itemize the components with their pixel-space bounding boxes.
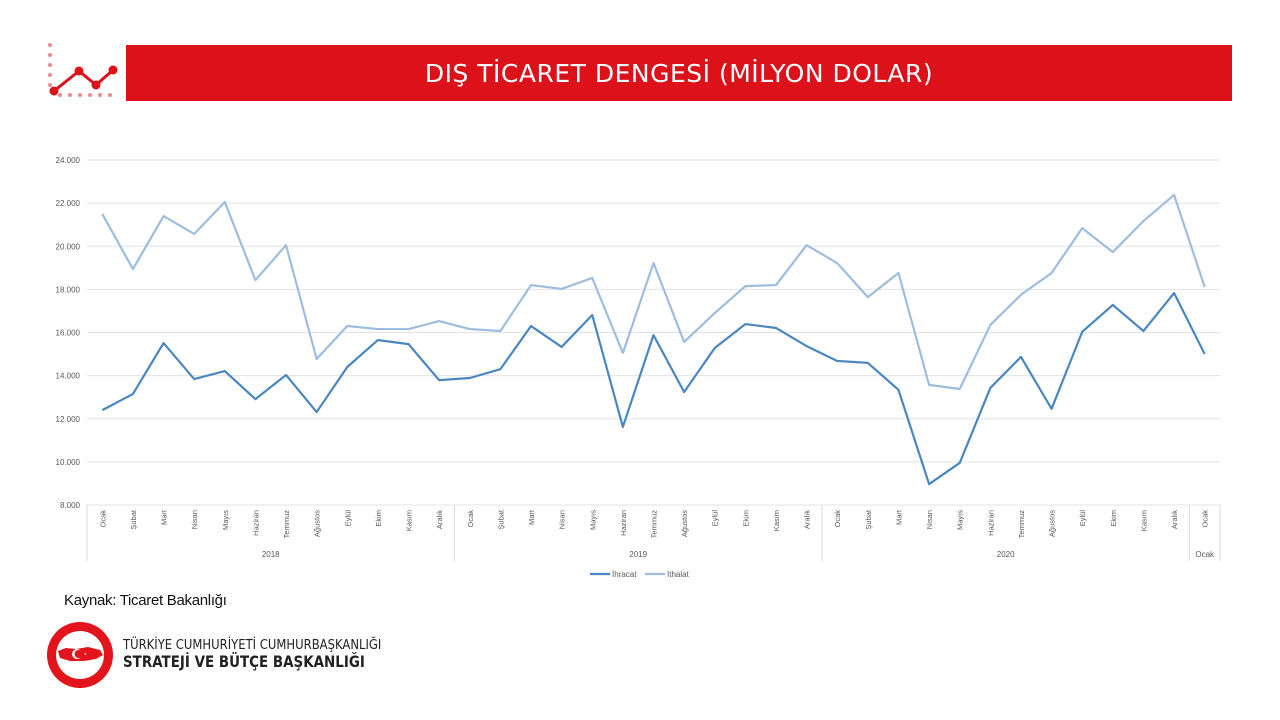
org-name-line2: STRATEJİ VE BÜTÇE BAŞKANLIĞI	[123, 652, 365, 671]
x-tick-label: Eylül	[711, 510, 720, 527]
y-tick-label: 10.000	[56, 458, 81, 467]
x-tick-label: Haziran	[619, 510, 628, 536]
org-name-line1: TÜRKİYE CUMHURİYETİ CUMHURBAŞKANLIĞI	[123, 637, 382, 653]
x-tick-label: Ağustos	[313, 510, 322, 537]
x-tick-label: Eylül	[1078, 510, 1087, 527]
y-tick-label: 18.000	[56, 285, 81, 294]
x-tick-label: Aralık	[1170, 510, 1179, 529]
page-title: DIŞ TİCARET DENGESİ (MİLYON DOLAR)	[126, 45, 1232, 101]
legend-label: İthalat	[667, 570, 690, 579]
series-line-ihracat	[101, 291, 1206, 486]
x-tick-label: Ocak	[466, 510, 475, 528]
x-tick-label: Nisan	[925, 510, 934, 529]
x-tick-label: Kasım	[405, 510, 414, 531]
x-tick-label: Mart	[160, 509, 169, 525]
y-tick-label: 12.000	[56, 415, 81, 424]
x-tick-label: Temmuz	[650, 510, 659, 539]
x-tick-label: Ekim	[1109, 510, 1118, 527]
x-tick-label: Ocak	[98, 510, 107, 528]
x-tick-label: Ekim	[374, 510, 383, 527]
x-tick-label: Haziran	[251, 510, 260, 536]
x-tick-label: Şubat	[129, 509, 138, 530]
x-tick-label: Ağustos	[1048, 510, 1057, 537]
x-tick-label: Ocak	[1201, 510, 1210, 528]
legend-label: İhracat	[612, 570, 637, 579]
x-tick-label: Ekim	[741, 510, 750, 527]
year-label: 2019	[629, 550, 647, 559]
x-tick-label: Kasım	[1139, 510, 1148, 531]
x-tick-label: Temmuz	[1017, 510, 1026, 539]
x-tick-label: Aralık	[435, 510, 444, 529]
x-tick-label: Mayıs	[221, 510, 230, 530]
y-tick-label: 24.000	[56, 156, 81, 165]
y-tick-label: 16.000	[56, 329, 81, 338]
year-label: 2018	[262, 550, 280, 559]
x-tick-label: Ağustos	[680, 510, 689, 537]
x-tick-label: Ocak	[833, 510, 842, 528]
sbb-seal-logo	[47, 622, 113, 688]
year-label: 2020	[997, 550, 1015, 559]
x-tick-label: Nisan	[558, 510, 567, 529]
x-tick-label: Şubat	[496, 509, 505, 530]
line-chart: 8.000 10.000 12.000 14.000 16.000 18.000 20.00…	[56, 156, 1221, 579]
x-tick-label: Mayıs	[588, 510, 597, 530]
x-tick-label: Haziran	[986, 510, 995, 536]
x-tick-label: Eylül	[343, 510, 352, 527]
series-line-ithalat	[101, 193, 1206, 391]
source-note: Kaynak: Ticaret Bakanlığı	[64, 592, 227, 609]
chart-logo-icon	[48, 43, 118, 97]
year-label: Ocak	[1195, 550, 1215, 559]
y-tick-label: 14.000	[56, 372, 81, 381]
x-tick-label: Nisan	[190, 510, 199, 529]
y-tick-label: 8.000	[60, 501, 81, 510]
x-tick-label: Mart	[894, 509, 903, 525]
y-tick-label: 22.000	[56, 199, 81, 208]
y-tick-label: 20.000	[56, 242, 81, 251]
x-tick-label: Aralık	[803, 510, 812, 529]
x-tick-label: Kasım	[772, 510, 781, 531]
x-tick-label: Mayıs	[956, 510, 965, 530]
x-tick-label: Temmuz	[282, 510, 291, 539]
x-tick-label: Mart	[527, 509, 536, 525]
x-tick-label: Şubat	[864, 509, 873, 530]
